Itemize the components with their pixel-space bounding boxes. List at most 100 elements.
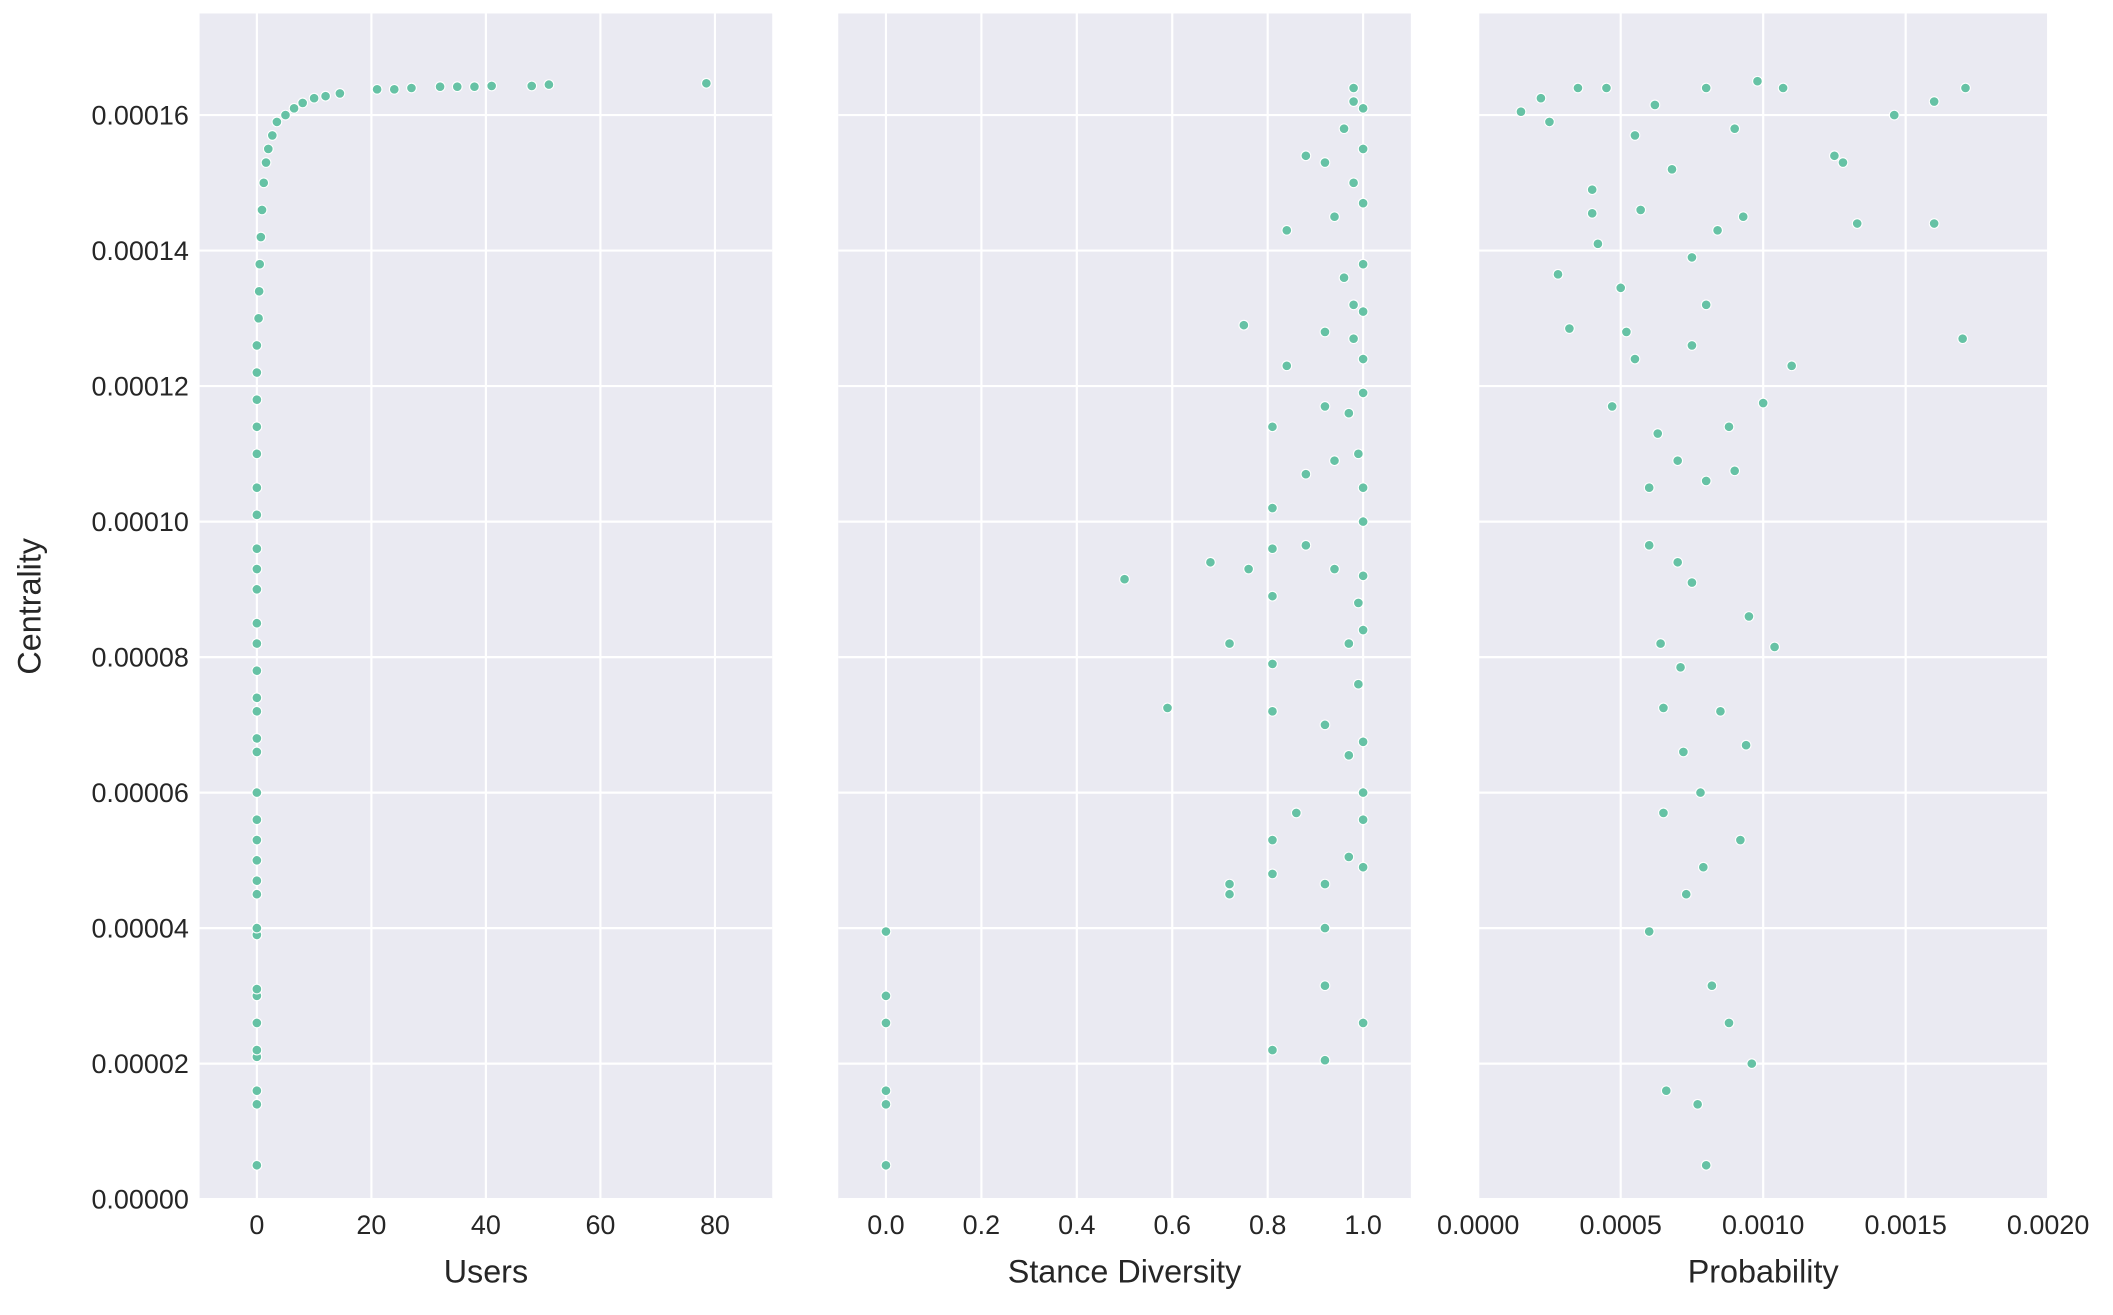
scatter-point xyxy=(1643,539,1655,551)
scatter-point xyxy=(251,983,263,995)
scatter-point xyxy=(1635,204,1647,216)
scatter-point xyxy=(880,926,892,937)
scatter-point xyxy=(251,394,263,406)
scatter-point xyxy=(451,81,463,93)
scatter-point xyxy=(1348,333,1359,345)
scatter-point xyxy=(1700,82,1712,94)
scatter-point xyxy=(251,583,263,595)
x-axis-label: Users xyxy=(444,1254,528,1290)
scatter-point xyxy=(1757,397,1769,409)
scatter-point xyxy=(1672,455,1684,467)
scatter-point xyxy=(1267,1044,1278,1056)
scatter-point xyxy=(1515,106,1527,118)
scatter-point xyxy=(880,1017,892,1029)
scatter-point xyxy=(1267,421,1278,433)
scatter-point xyxy=(469,81,480,93)
scatter-point xyxy=(251,638,263,649)
x-tick-label: 0.0020 xyxy=(2007,1210,2089,1240)
scatter-point xyxy=(251,733,263,744)
scatter-point xyxy=(1658,702,1669,714)
scatter-point xyxy=(251,814,263,826)
scatter-point xyxy=(1655,638,1666,649)
scatter-point xyxy=(251,875,263,887)
scatter-point xyxy=(1357,482,1369,494)
scatter-point xyxy=(1786,360,1798,372)
scatter-point xyxy=(1329,455,1340,467)
y-tick-label: 0.00016 xyxy=(91,101,188,131)
scatter-point xyxy=(880,1085,892,1097)
scatter-point xyxy=(1238,319,1250,331)
scatter-point xyxy=(1119,573,1130,585)
scatter-point xyxy=(1615,282,1627,294)
scatter-point xyxy=(1957,333,1969,345)
scatter-point xyxy=(251,1085,263,1097)
y-tick-label: 0.00004 xyxy=(91,914,188,944)
scatter-point xyxy=(1352,597,1364,609)
scatter-point xyxy=(320,90,331,102)
scatter-point xyxy=(1267,834,1278,846)
scatter-point xyxy=(1338,272,1350,284)
scatter-point xyxy=(251,1098,263,1110)
scatter-point xyxy=(1649,99,1661,111)
scatter-point xyxy=(1357,1017,1369,1029)
scatter-point xyxy=(1734,834,1746,846)
scatter-point xyxy=(266,130,278,141)
scatter-point xyxy=(1697,861,1709,873)
scatter-point xyxy=(251,1044,263,1056)
scatter-point xyxy=(251,787,263,799)
scatter-point xyxy=(1348,82,1359,94)
y-tick-label: 0.00006 xyxy=(91,778,188,808)
scatter-point xyxy=(1601,82,1612,94)
scatter-point xyxy=(253,312,264,324)
scatter-point xyxy=(251,746,263,758)
scatter-point xyxy=(1348,299,1359,311)
scatter-point xyxy=(1319,1054,1331,1066)
scatter-point xyxy=(1660,1085,1672,1097)
scatter-point xyxy=(1300,539,1312,551)
scatter-point xyxy=(1729,465,1741,477)
scatter-point xyxy=(1586,184,1598,196)
scatter-point xyxy=(1700,299,1712,311)
scatter-point xyxy=(1224,638,1235,649)
scatter-point xyxy=(308,92,320,104)
scatter-point xyxy=(1752,75,1763,87)
scatter-point xyxy=(1352,678,1364,690)
scatter-point xyxy=(1629,130,1641,141)
x-tick-label: 0.6 xyxy=(1154,1210,1191,1240)
scatter-point xyxy=(1658,807,1669,819)
scatter-point xyxy=(1357,570,1369,582)
scatter-point xyxy=(1606,401,1618,412)
scatter-point xyxy=(1357,102,1369,114)
scatter-point xyxy=(297,97,309,109)
y-tick-label: 0.00012 xyxy=(91,372,188,402)
scatter-point xyxy=(1729,123,1741,135)
scatter-point xyxy=(1357,814,1369,826)
scatter-point xyxy=(251,421,263,433)
y-axis-label: Centrality xyxy=(12,537,48,674)
scatter-point xyxy=(486,80,498,92)
scatter-point xyxy=(1243,563,1254,575)
scatter-point xyxy=(1666,163,1678,175)
scatter-point xyxy=(1290,807,1302,819)
scatter-point xyxy=(1700,1159,1712,1171)
scatter-point xyxy=(1960,82,1971,94)
scatter-point xyxy=(1329,563,1340,575)
scatter-point xyxy=(262,143,274,155)
scatter-point xyxy=(1643,482,1655,494)
scatter-point xyxy=(260,157,272,168)
scatter-point xyxy=(1686,251,1698,263)
scatter-point xyxy=(251,509,263,521)
scatter-point xyxy=(251,617,263,629)
x-tick-label: 0.0005 xyxy=(1579,1210,1661,1240)
y-tick-label: 0.00002 xyxy=(91,1049,188,1079)
scatter-point xyxy=(1224,888,1235,900)
scatter-point xyxy=(700,77,712,89)
scatter-point xyxy=(258,177,270,189)
scatter-point xyxy=(543,79,555,91)
y-tick-label: 0.00000 xyxy=(91,1185,188,1215)
scatter-point xyxy=(1837,157,1849,168)
scatter-point xyxy=(251,705,263,717)
plot-background xyxy=(838,13,1411,1200)
scatter-point xyxy=(1319,878,1331,890)
